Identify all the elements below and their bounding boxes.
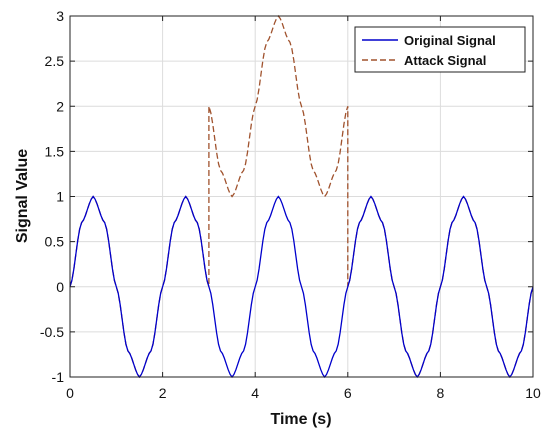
legend: Original Signal Attack Signal [354, 26, 526, 73]
y-tick-label: 0.5 [45, 234, 65, 250]
y-tick-label: -0.5 [40, 324, 64, 340]
y-tick-label: 2 [56, 98, 64, 114]
x-tick-label: 4 [251, 385, 259, 401]
y-tick-label: 3 [56, 8, 64, 24]
series-original-signal [69, 195, 534, 379]
legend-box [354, 26, 526, 73]
y-tick-label: 2.5 [45, 53, 65, 69]
series-layer [69, 14, 534, 379]
x-tick-label: 0 [66, 385, 74, 401]
legend-label-original: Original Signal [404, 33, 496, 48]
x-tick-label: 10 [525, 385, 541, 401]
y-tick-label: 0 [56, 279, 64, 295]
ticks: 0 2 4 6 8 10 -1 -0.5 0 0.5 1 1.5 2 2.5 3 [40, 8, 541, 401]
y-tick-label: 1.5 [45, 143, 65, 159]
y-tick-label: 1 [56, 189, 64, 205]
x-axis-title: Time (s) [270, 411, 331, 428]
x-tick-label: 8 [437, 385, 445, 401]
legend-label-attack: Attack Signal [404, 53, 486, 68]
y-tick-label: -1 [52, 369, 65, 385]
x-tick-label: 6 [344, 385, 352, 401]
y-axis-title: Signal Value [14, 149, 31, 243]
x-tick-label: 2 [159, 385, 167, 401]
